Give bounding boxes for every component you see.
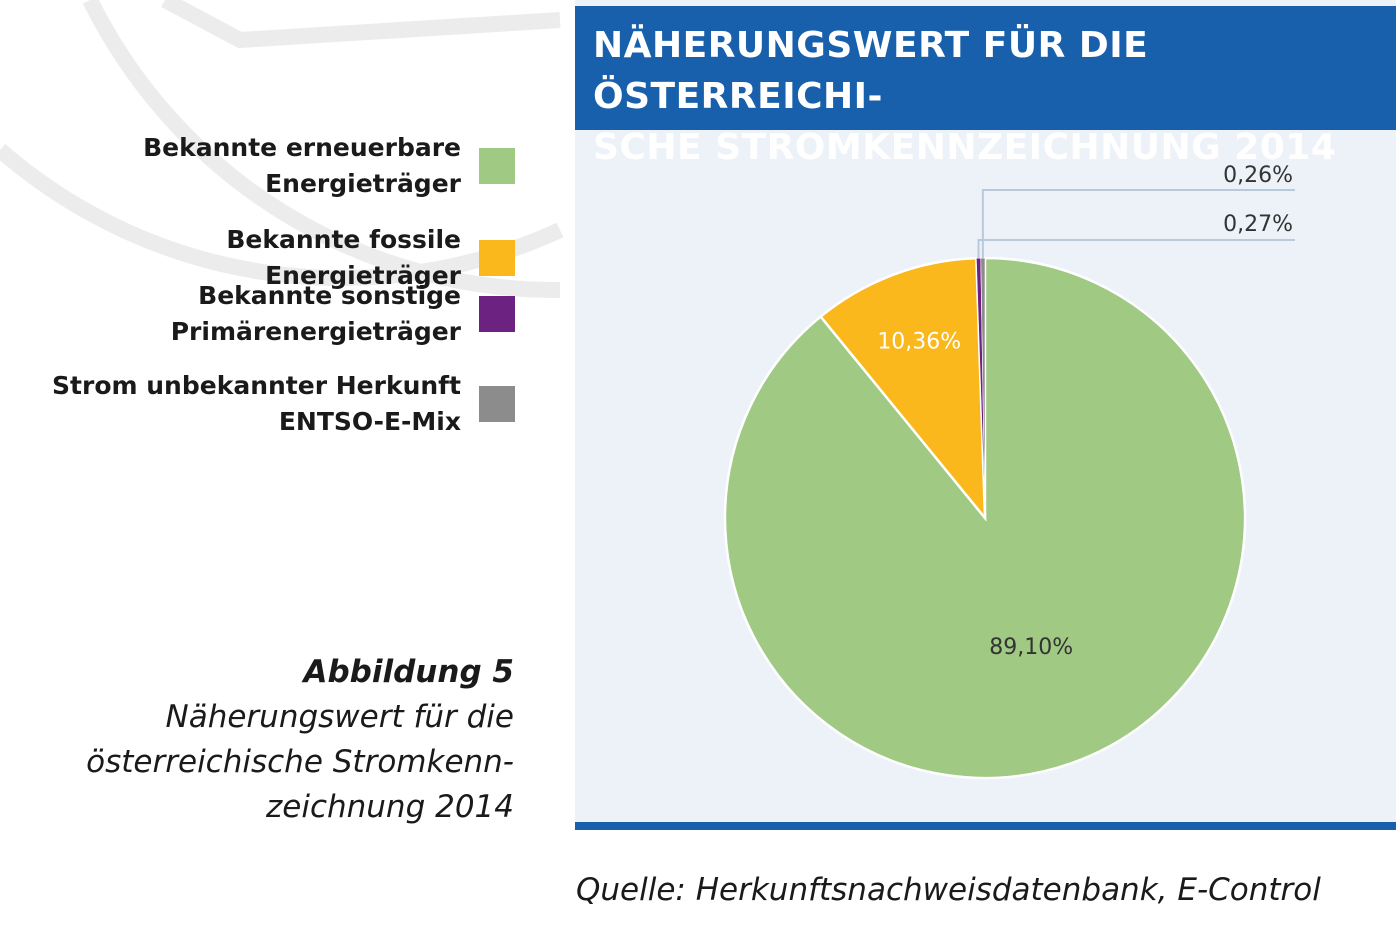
data-label-unknown: 0,26% <box>1223 163 1293 188</box>
legend-item-other-primary: Bekannte sonstige Primärenergieträger <box>40 278 515 350</box>
chart-title: NÄHERUNGSWERT FÜR DIE ÖSTERREICHI- SCHE … <box>593 25 1337 168</box>
data-label-fossil: 10,36% <box>877 330 961 355</box>
legend-item-renewable: Bekannte erneuerbare Energieträger <box>40 130 515 202</box>
caption-text: Näherungswert für die österreichische St… <box>86 699 514 825</box>
caption-title: Abbildung 5 <box>303 654 514 690</box>
pie-slice-fossil <box>818 256 987 522</box>
data-label-other-primary: 0,27% <box>1223 212 1293 237</box>
data-label-renewable: 89,10% <box>989 635 1073 660</box>
legend-swatch <box>479 296 515 332</box>
legend-label: Strom unbekannter Herkunft ENTSO-E-Mix <box>52 371 461 436</box>
figure-caption: Abbildung 5 Näherungswert für die österr… <box>40 650 514 830</box>
chart-header: NÄHERUNGSWERT FÜR DIE ÖSTERREICHI- SCHE … <box>575 6 1396 168</box>
legend-label: Bekannte fossile Energieträger <box>226 225 461 290</box>
leader-line-unknown <box>981 189 1295 259</box>
legend-item-unknown: Strom unbekannter Herkunft ENTSO-E-Mix <box>40 368 515 440</box>
legend-swatch <box>479 240 515 276</box>
legend-item-fossil: Bekannte fossile Energieträger <box>40 222 515 294</box>
chart-panel: NÄHERUNGSWERT FÜR DIE ÖSTERREICHI- SCHE … <box>575 0 1396 830</box>
pie-slice-unknown <box>980 257 986 519</box>
pie-chart: 89,10% 10,36% 0,26% 0,27% <box>723 163 1295 780</box>
legend-swatch <box>479 386 515 422</box>
leader-line-other-primary <box>977 239 1295 259</box>
source-note: Quelle: Herkunftsnachweisdatenbank, E-Co… <box>576 872 1321 908</box>
legend-label: Bekannte sonstige Primärenergieträger <box>170 281 461 346</box>
legend-swatch <box>479 148 515 184</box>
legend-label: Bekannte erneuerbare Energieträger <box>143 133 461 198</box>
